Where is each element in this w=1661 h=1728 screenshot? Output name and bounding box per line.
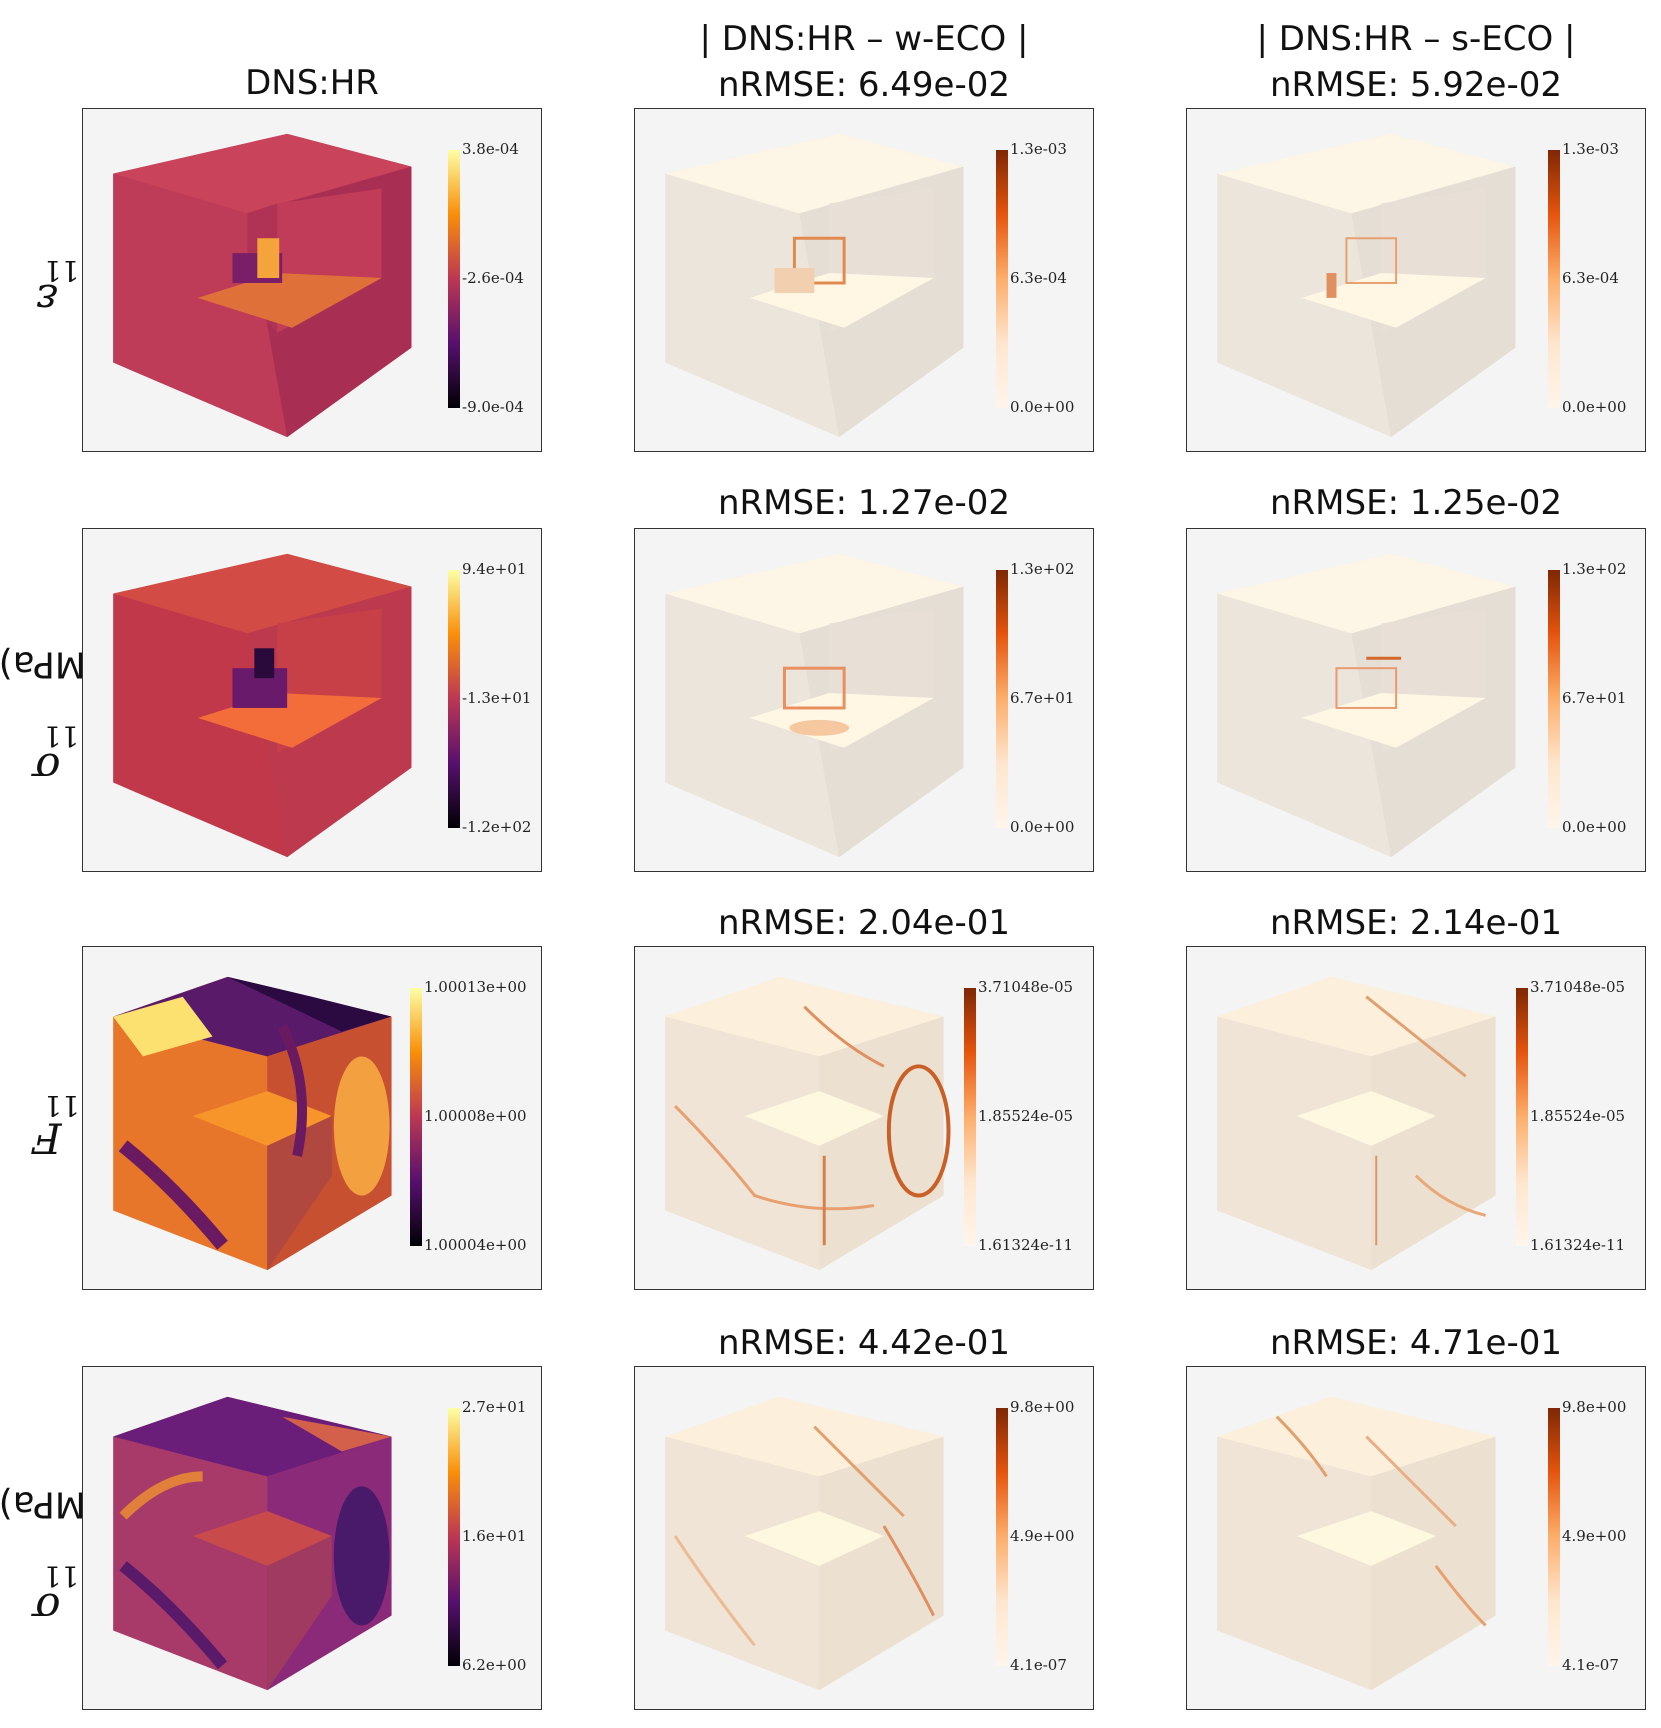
panel-r2-dns [82, 528, 542, 872]
tick-r4-dns-mid: 1.6e+01 [462, 1527, 527, 1545]
tick-r1-s-bottom: 0.0e+00 [1562, 398, 1627, 416]
tick-r3-dns-top: 1.00013e+00 [424, 978, 527, 996]
colorbar-r4-dns [448, 1408, 460, 1666]
panel-r4-s-eco [1186, 1366, 1646, 1710]
panel-r2-w-eco [634, 528, 1094, 872]
panel-r3-s-eco [1186, 946, 1646, 1290]
colorbar-r1-w-eco [996, 150, 1008, 408]
tick-r1-w-mid: 6.3e-04 [1010, 269, 1067, 287]
colorbar-r1-dns [448, 150, 460, 408]
tick-r4-w-mid: 4.9e+00 [1010, 1527, 1075, 1545]
panel-r1-dns [82, 108, 542, 452]
tick-r2-dns-mid: -1.3e+01 [462, 689, 532, 707]
tick-r1-dns-top: 3.8e-04 [462, 140, 519, 158]
col-title-s-eco: | DNS:HR – s-ECO | [1256, 19, 1576, 59]
tick-r1-s-mid: 6.3e-04 [1562, 269, 1619, 287]
tick-r4-w-bottom: 4.1e-07 [1010, 1656, 1067, 1674]
tick-r1-s-top: 1.3e-03 [1562, 140, 1619, 158]
panel-r4-dns [82, 1366, 542, 1710]
tick-r2-w-mid: 6.7e+01 [1010, 689, 1075, 707]
tick-r4-dns-top: 2.7e+01 [462, 1398, 527, 1416]
tick-r2-s-bottom: 0.0e+00 [1562, 818, 1627, 836]
tick-r1-dns-bottom: -9.0e-04 [462, 398, 524, 416]
panel-r1-s-eco [1186, 108, 1646, 452]
panel-r1-w-eco [634, 108, 1094, 452]
tick-r2-dns-bottom: -1.2e+02 [462, 818, 532, 836]
colorbar-r4-s-eco [1548, 1408, 1560, 1666]
tick-r3-s-mid: 1.85524e-05 [1530, 1107, 1626, 1125]
panel-r3-dns [82, 946, 542, 1290]
tick-r3-dns-mid: 1.00008e+00 [424, 1107, 527, 1125]
tick-r3-s-top: 3.71048e-05 [1530, 978, 1626, 996]
tick-r4-dns-bottom: 6.2e+00 [462, 1656, 527, 1674]
panel-r3-w-eco [634, 946, 1094, 1290]
tick-r3-w-top: 3.71048e-05 [978, 978, 1074, 996]
tick-r2-dns-top: 9.4e+01 [462, 560, 527, 578]
tick-r3-s-bottom: 1.61324e-11 [1530, 1236, 1626, 1254]
tick-r4-s-top: 9.8e+00 [1562, 1398, 1627, 1416]
tick-r3-w-bottom: 1.61324e-11 [978, 1236, 1074, 1254]
tick-r3-w-mid: 1.85524e-05 [978, 1107, 1074, 1125]
colorbar-r3-s-eco [1516, 988, 1528, 1246]
tick-r4-s-mid: 4.9e+00 [1562, 1527, 1627, 1545]
colorbar-r2-dns [448, 570, 460, 828]
nrmse-row3-w-eco: nRMSE: 2.04e-01 [718, 903, 1010, 943]
tick-r1-w-bottom: 0.0e+00 [1010, 398, 1075, 416]
panel-r2-s-eco [1186, 528, 1646, 872]
nrmse-row4-s-eco: nRMSE: 4.71e-01 [1270, 1323, 1562, 1363]
nrmse-row2-w-eco: nRMSE: 1.27e-02 [718, 483, 1010, 523]
tick-r2-s-mid: 6.7e+01 [1562, 689, 1627, 707]
nrmse-row2-s-eco: nRMSE: 1.25e-02 [1270, 483, 1562, 523]
colorbar-r3-w-eco [964, 988, 976, 1246]
col-title-dns-hr: DNS:HR [245, 63, 379, 103]
tick-r2-w-bottom: 0.0e+00 [1010, 818, 1075, 836]
tick-r2-w-top: 1.3e+02 [1010, 560, 1075, 578]
nrmse-row4-w-eco: nRMSE: 4.42e-01 [718, 1323, 1010, 1363]
panel-r4-w-eco [634, 1366, 1094, 1710]
tick-r4-s-bottom: 4.1e-07 [1562, 1656, 1619, 1674]
tick-r1-dns-mid: -2.6e-04 [462, 269, 524, 287]
colorbar-r2-s-eco [1548, 570, 1560, 828]
colorbar-r2-w-eco [996, 570, 1008, 828]
colorbar-r3-dns [410, 988, 422, 1246]
tick-r3-dns-bottom: 1.00004e+00 [424, 1236, 527, 1254]
tick-r4-w-top: 9.8e+00 [1010, 1398, 1075, 1416]
col-title-w-eco: | DNS:HR – w-ECO | [699, 19, 1029, 59]
col-title-s-eco-nrmse: nRMSE: 5.92e-02 [1270, 65, 1562, 105]
tick-r1-w-top: 1.3e-03 [1010, 140, 1067, 158]
nrmse-row3-s-eco: nRMSE: 2.14e-01 [1270, 903, 1562, 943]
colorbar-r1-s-eco [1548, 150, 1560, 408]
col-title-w-eco-nrmse: nRMSE: 6.49e-02 [718, 65, 1010, 105]
colorbar-r4-w-eco [996, 1408, 1008, 1666]
tick-r2-s-top: 1.3e+02 [1562, 560, 1627, 578]
